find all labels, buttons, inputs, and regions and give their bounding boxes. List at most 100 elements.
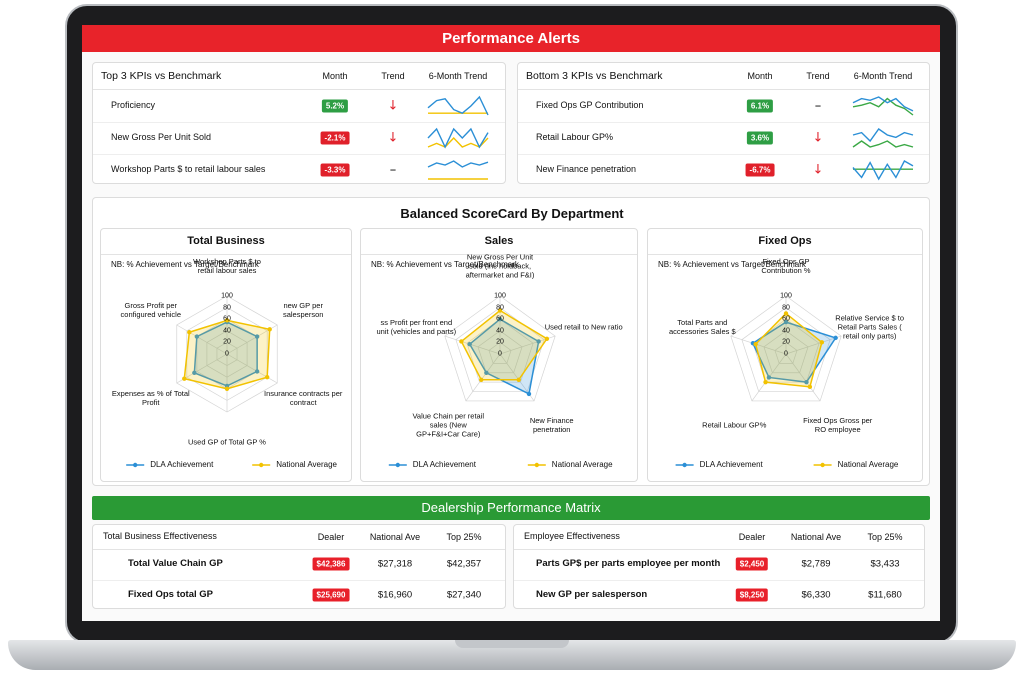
radar-note: NB: % Achievement vs Target/Benchmark (111, 260, 259, 269)
tick-label: 60 (223, 315, 231, 323)
trend-arrow: – (389, 162, 397, 178)
radar-point (254, 334, 260, 339)
tick-label: 60 (496, 315, 504, 323)
trend-line (427, 127, 489, 149)
matrix-bar: Dealership Performance Matrix (92, 496, 930, 520)
divider (93, 580, 505, 581)
sparkline (427, 160, 489, 180)
kpi-title: Bottom 3 KPIs vs Benchmark (526, 70, 663, 82)
axis-label: Fixed Ops GP Contribution % (761, 257, 811, 275)
radar-point (833, 335, 838, 341)
cell-value: $2,789 (801, 558, 831, 570)
legend-label: DLA Achievement (150, 460, 214, 469)
radar-point (819, 340, 825, 345)
grid-ring (774, 341, 798, 364)
divider (93, 154, 505, 155)
spoke (730, 335, 787, 355)
header-bar: Performance Alerts (82, 25, 940, 52)
legend-label: National Average (551, 460, 613, 469)
legend-label: DLA Achievement (412, 460, 476, 469)
radar (388, 295, 556, 468)
sparkline (852, 96, 914, 116)
kpi-title: Top 3 KPIs vs Benchmark (101, 70, 222, 82)
axis-label: Fixed Ops Gross per RO employee (803, 416, 873, 435)
divider (518, 154, 929, 155)
spoke (785, 353, 821, 402)
tick-label: 0 (225, 350, 229, 358)
legend-dot (820, 462, 825, 468)
radar-point (766, 375, 772, 380)
tick-label: 100 (780, 292, 792, 300)
kpi-name: Retail Labour GP% (536, 132, 614, 142)
grid-ring (444, 295, 556, 402)
grid-ring (466, 318, 534, 383)
cell-value: $27,340 (446, 589, 482, 601)
axis-label: Value Chain per retail sales (New GP+F&I… (412, 411, 485, 439)
axis-label: new GP per salesperson (282, 301, 324, 319)
radar-area (754, 312, 823, 388)
radar-point (224, 318, 230, 323)
row-label: New GP per salesperson (536, 589, 648, 600)
scorecard-title: Balanced ScoreCard By Department (400, 206, 624, 221)
column-header: Top 25% (867, 532, 903, 542)
axis-label: ss Profit per front end unit (vehicles a… (376, 317, 457, 336)
dealer-badge: $25,690 (312, 588, 350, 602)
radar (126, 295, 278, 468)
radar-title: Sales (361, 229, 637, 255)
screen: Performance Alerts Top 3 KPIs vs Benchma… (82, 25, 940, 621)
tick-label: 80 (223, 304, 231, 312)
divider (93, 549, 505, 550)
sparkline (852, 128, 914, 148)
radar-point (804, 379, 809, 385)
spoke (176, 324, 228, 355)
column-header: Dealer (738, 532, 766, 542)
legend-label: National Average (276, 460, 337, 469)
column-header: Trend (381, 71, 405, 81)
radar-point (526, 391, 532, 397)
radar-point (192, 370, 197, 376)
spoke (444, 335, 501, 355)
divider (518, 122, 929, 123)
matrix-table: Total Business Effectiveness Dealer Nation… (92, 524, 506, 609)
spoke (465, 353, 501, 402)
grid-ring (455, 307, 545, 392)
radar-point (536, 339, 541, 344)
radar-point (783, 311, 789, 316)
column-header: National Ave (790, 532, 842, 542)
divider (93, 89, 505, 90)
grid-ring (477, 330, 523, 374)
month-badge: -2.1% (320, 131, 350, 145)
kpi-name: Workshop Parts $ to retail labour sales (111, 164, 266, 174)
trend-arrow: ↓ (387, 98, 399, 114)
axis-label: Workshop Parts $ to retail labour sales (193, 257, 261, 275)
radar-point (544, 336, 550, 341)
trend-arrow: ↓ (812, 162, 824, 178)
trend-line (852, 128, 914, 143)
radar-point (224, 386, 230, 391)
radar-point (264, 375, 270, 380)
column-header: Employee Effectiveness (524, 531, 620, 541)
grid-ring (488, 341, 512, 364)
tick-label: 20 (496, 338, 504, 346)
tick-label: 0 (498, 350, 502, 358)
benchmark-line (852, 97, 914, 116)
radar-point (497, 317, 503, 322)
month-badge: 6.1% (746, 99, 774, 113)
column-header: Dealer (317, 532, 345, 542)
row-label: Fixed Ops total GP (128, 589, 213, 600)
notch (455, 640, 569, 648)
radar-point (267, 327, 272, 332)
tick-label: 40 (223, 327, 231, 335)
axis-label: Retail Labour GP% (702, 420, 767, 430)
divider (514, 580, 924, 581)
grid-ring (730, 295, 842, 402)
radar-point (783, 319, 789, 325)
axis-label: Total Parts and accessories Sales $ (668, 317, 736, 336)
divider (93, 122, 505, 123)
column-header: Month (322, 71, 348, 81)
axis-label: Insurance contracts per contract (264, 389, 343, 407)
trend-arrow: ↓ (812, 130, 824, 146)
legend-dot (133, 462, 138, 468)
column-header: National Ave (369, 532, 421, 542)
cell-value: $11,680 (868, 589, 902, 601)
